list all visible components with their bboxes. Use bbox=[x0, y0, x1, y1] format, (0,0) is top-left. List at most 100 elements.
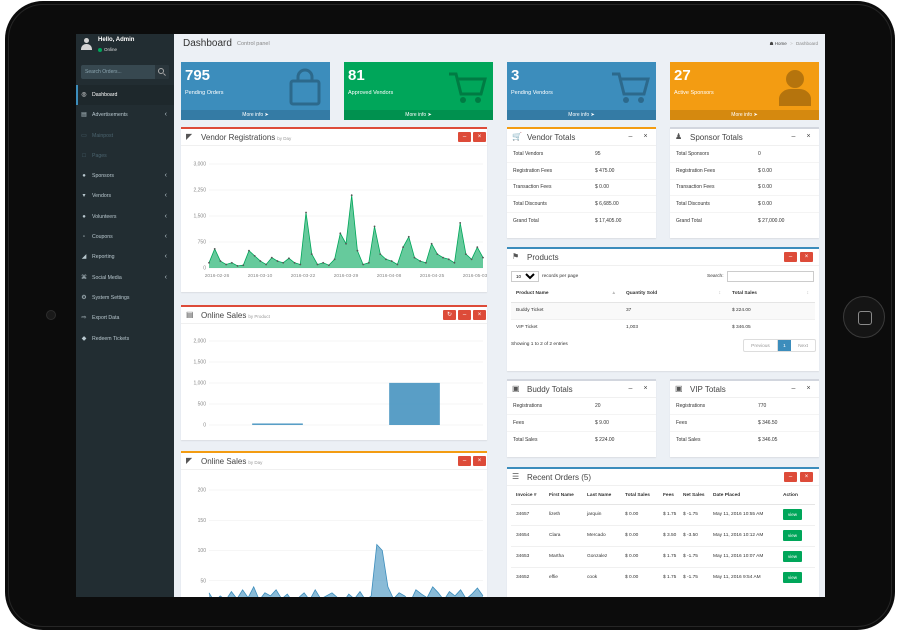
search-input[interactable] bbox=[81, 65, 155, 79]
vip-totals-table: Registrations 770 Fees $ 346.50 Total Sales $… bbox=[670, 398, 819, 448]
breadcrumb-home[interactable]: Home bbox=[774, 41, 787, 46]
close-button[interactable]: × bbox=[473, 132, 486, 142]
table-cell: 34652 bbox=[511, 566, 544, 588]
totals-value: $ 0.00 bbox=[752, 178, 819, 196]
stat-box-pending-vendors: 3 Pending Vendors More info ➤ bbox=[507, 62, 656, 120]
action-cell: view bbox=[778, 566, 815, 588]
collapse-button[interactable]: – bbox=[458, 132, 471, 142]
buddy-totals-panel: ▣ Buddy Totals – × Registrations 20 Fees $ … bbox=[507, 379, 656, 457]
collapse-button[interactable]: – bbox=[458, 456, 471, 466]
sidebar-item-vendors[interactable]: ▾ Vendors ‹ bbox=[76, 186, 174, 206]
close-button[interactable]: × bbox=[473, 456, 486, 466]
data-point bbox=[339, 232, 342, 235]
totals-value: $ 224.00 bbox=[589, 430, 656, 448]
totals-row: Registrations 20 bbox=[507, 398, 656, 415]
more-info-link[interactable]: More info ➤ bbox=[670, 110, 819, 120]
sidebar-item-label: Export Data bbox=[92, 315, 120, 322]
totals-row: Total Sponsors 0 bbox=[670, 146, 819, 163]
table-cell: jarquin bbox=[582, 503, 620, 525]
home-button[interactable] bbox=[843, 296, 885, 338]
totals-label: Total Discounts bbox=[507, 195, 589, 213]
close-button[interactable]: × bbox=[800, 252, 813, 262]
table-cell: Martha bbox=[544, 545, 582, 567]
column-header[interactable]: Quantity Sold ↕ bbox=[621, 286, 727, 303]
bar bbox=[389, 382, 440, 425]
monitor-icon: ▣ bbox=[512, 384, 520, 393]
sidebar-item-dashboard[interactable]: ◎ Dashboard bbox=[76, 85, 174, 106]
column-header[interactable]: Total Sales ↕ bbox=[727, 286, 815, 303]
sidebar-item-pages[interactable]: □ Pages bbox=[76, 146, 174, 166]
table-cell: 34657 bbox=[511, 503, 544, 525]
vendor-totals-panel: 🛒 Vendor Totals – × Total Vendors 95 Regis… bbox=[507, 127, 656, 238]
more-info-link[interactable]: More info ➤ bbox=[344, 110, 493, 120]
vendor-totals-table: Total Vendors 95 Registration Fees $ 475.00… bbox=[507, 146, 656, 229]
data-point bbox=[470, 258, 473, 261]
collapse-button[interactable]: – bbox=[628, 133, 633, 140]
panel-title: Online Sales by Day bbox=[201, 457, 262, 466]
close-button[interactable]: × bbox=[473, 310, 486, 320]
more-info-link[interactable]: More info ➤ bbox=[181, 110, 330, 120]
table-cell: $ 1.75 bbox=[658, 545, 678, 567]
sidebar-item-volunteers[interactable]: ● Volunteers ‹ bbox=[76, 207, 174, 227]
page-button-1[interactable]: 1 bbox=[778, 340, 791, 351]
sidebar-item-coupons[interactable]: ▫ Coupons ‹ bbox=[76, 227, 174, 247]
sidebar-item-reporting[interactable]: ◢ Reporting ‹ bbox=[76, 247, 174, 267]
products-body: Buddy Ticket 37 $ 224.00 VIP Ticket 1,003 $ 3… bbox=[511, 301, 815, 336]
sidebar-item-export-data[interactable]: ⇨ Export Data bbox=[76, 308, 174, 328]
sidebar-item-advertisements[interactable]: ▤ Advertisements ‹ bbox=[76, 105, 174, 125]
data-point bbox=[356, 249, 359, 252]
close-button[interactable]: × bbox=[806, 133, 811, 140]
x-tick-label: 2016-03-29 bbox=[334, 273, 359, 279]
refresh-button[interactable]: ↻ bbox=[443, 310, 456, 320]
panel-title: Products bbox=[527, 253, 559, 262]
sidebar-item-social-media[interactable]: ⌘ Social Media ‹ bbox=[76, 268, 174, 288]
gears-icon: ⚙ bbox=[81, 294, 87, 301]
sidebar-item-label: Social Media bbox=[92, 274, 122, 281]
close-button[interactable]: × bbox=[643, 133, 648, 140]
collapse-button[interactable]: – bbox=[791, 385, 796, 392]
sidebar-item-redeem-tickets[interactable]: ◆ Redeem Tickets bbox=[76, 329, 174, 349]
sort-icon: ↕ bbox=[718, 290, 722, 296]
column-header[interactable]: Product Name ▴ bbox=[511, 286, 621, 303]
next-page-button[interactable]: Next bbox=[798, 344, 808, 349]
collapse-button[interactable]: – bbox=[458, 310, 471, 320]
page-size-select[interactable]: 10 bbox=[511, 271, 539, 282]
sidebar-item-mainpost[interactable]: ▭ Mainpost bbox=[76, 126, 174, 146]
data-point bbox=[316, 263, 319, 266]
arrow-circle-right-icon: ➤ bbox=[590, 112, 595, 118]
view-order-button[interactable]: view bbox=[783, 551, 802, 562]
dashboard-icon: ◎ bbox=[81, 92, 87, 98]
x-tick-label: 2016-03-22 bbox=[291, 273, 316, 279]
view-order-button[interactable]: view bbox=[783, 509, 802, 520]
close-button[interactable]: × bbox=[643, 385, 648, 392]
totals-label: Fees bbox=[670, 414, 752, 432]
table-cell: $ 0.00 bbox=[620, 545, 658, 567]
sidebar-item-sponsors[interactable]: ● Sponsors ‹ bbox=[76, 166, 174, 186]
more-info-link[interactable]: More info ➤ bbox=[507, 110, 656, 120]
book-icon: ▤ bbox=[81, 112, 87, 119]
collapse-button[interactable]: – bbox=[784, 252, 797, 262]
view-order-button[interactable]: view bbox=[783, 530, 802, 541]
totals-value: 20 bbox=[595, 403, 601, 410]
search-button[interactable] bbox=[155, 65, 169, 79]
totals-row: Grand Total $ 27,000.00 bbox=[670, 211, 819, 229]
collapse-button[interactable]: – bbox=[791, 133, 796, 140]
view-order-button[interactable]: view bbox=[783, 572, 802, 584]
close-button[interactable]: × bbox=[806, 385, 811, 392]
area-chart-icon: ◢ bbox=[81, 254, 87, 261]
stat-label: Pending Vendors bbox=[511, 90, 553, 96]
y-tick-label: 150 bbox=[198, 518, 207, 524]
collapse-button[interactable]: – bbox=[628, 385, 633, 392]
tag-icon: ◆ bbox=[81, 335, 87, 342]
totals-label: Registrations bbox=[676, 403, 706, 410]
prev-page-button[interactable]: Previous bbox=[744, 340, 778, 351]
products-search-input[interactable] bbox=[727, 271, 814, 282]
collapse-button[interactable]: – bbox=[784, 472, 797, 482]
sidebar-item-system-settings[interactable]: ⚙ System Settings bbox=[76, 288, 174, 308]
totals-row: Total Sales $ 346.05 bbox=[670, 430, 819, 448]
area-chart-icon: ◤ bbox=[186, 132, 193, 141]
close-button[interactable]: × bbox=[800, 472, 813, 482]
table-cell: 34654 bbox=[511, 524, 544, 546]
sort-asc-icon: ▴ bbox=[612, 290, 615, 296]
stat-label: Pending Orders bbox=[185, 90, 224, 96]
